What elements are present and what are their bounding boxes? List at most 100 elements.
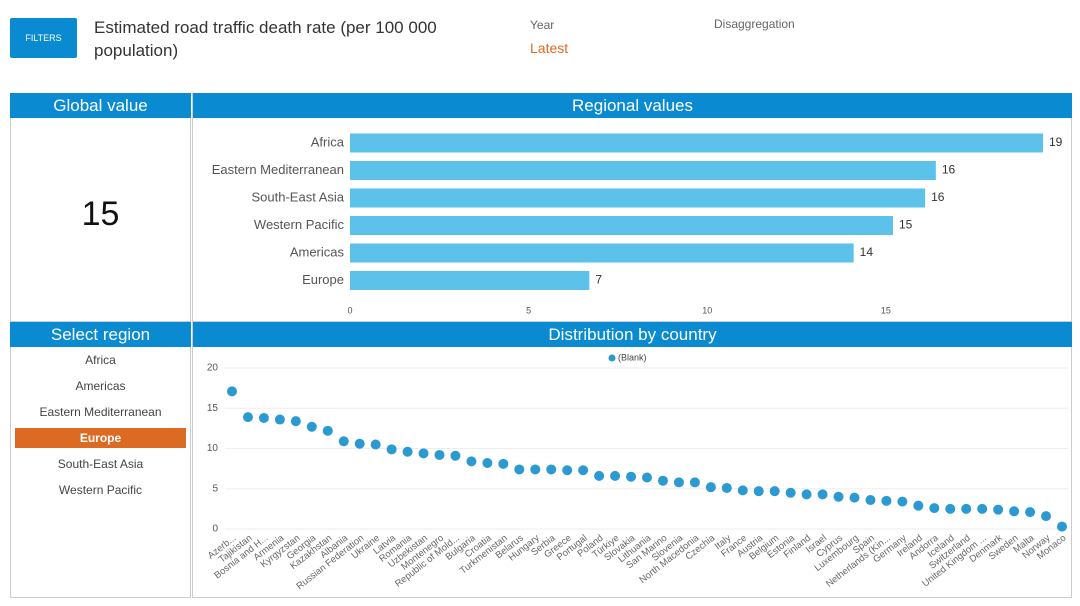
scatter-point: [769, 486, 780, 497]
scatter-point: [386, 444, 397, 455]
x-tick-label: 5: [526, 305, 531, 315]
scatter-point: [482, 458, 493, 469]
panel-header: Global value: [10, 93, 191, 118]
bar: [350, 133, 1043, 153]
data-label: 14: [860, 245, 874, 259]
x-tick-label: 0: [347, 305, 352, 315]
scatter-point: [274, 414, 285, 425]
scatter-point: [1025, 507, 1036, 518]
scatter-point: [673, 477, 684, 488]
scatter-point: [562, 465, 573, 476]
scatter-point: [322, 425, 333, 436]
panel-header: Select region: [10, 322, 191, 347]
scatter-point: [737, 485, 748, 496]
data-label: 19: [1049, 135, 1063, 149]
scatter-point: [961, 503, 972, 514]
scatter-point: [801, 489, 812, 500]
legend-marker: [608, 354, 616, 362]
bar: [350, 161, 936, 180]
y-tick-label: 15: [207, 403, 219, 414]
scatter-point: [338, 436, 349, 447]
scatter-point: [466, 456, 477, 467]
data-label: 16: [931, 190, 945, 204]
scatter-point: [897, 496, 908, 507]
scatter-point: [242, 412, 253, 423]
scatter-point: [705, 482, 716, 493]
global-value: 15: [81, 195, 120, 233]
scatter-point: [354, 438, 365, 449]
region-item[interactable]: Western Pacific: [58, 483, 143, 497]
scatter-point: [1057, 521, 1067, 532]
y-tick-label: Western Pacific: [254, 217, 345, 232]
scatter-point: [514, 464, 525, 475]
scatter-point: [402, 446, 413, 457]
scatter-point: [578, 465, 589, 476]
scatter-point: [721, 482, 732, 493]
scatter-point: [1041, 511, 1052, 522]
scatter-point: [977, 503, 988, 514]
y-tick-label: Africa: [311, 134, 345, 149]
y-tick-label: 10: [207, 443, 219, 454]
scatter-point: [1009, 506, 1020, 517]
region-item[interactable]: Americas: [75, 379, 126, 393]
scatter-point: [753, 486, 764, 497]
page-title: Estimated road traffic death rate (per 1…: [94, 18, 437, 60]
scatter-point: [610, 470, 621, 481]
data-label: 16: [942, 163, 956, 177]
year-label: Year: [530, 18, 555, 32]
scatter-point: [626, 471, 637, 482]
data-label: 7: [595, 273, 602, 287]
y-tick-label: Europe: [302, 272, 344, 287]
scatter-point: [306, 421, 317, 432]
scatter-point: [817, 489, 828, 500]
scatter-point: [290, 416, 301, 427]
bar: [350, 243, 854, 263]
bar: [350, 188, 926, 208]
scatter-point: [370, 439, 381, 450]
scatter-point: [450, 450, 461, 461]
y-tick-label: 20: [207, 363, 219, 374]
filters-button[interactable]: FILTERS: [10, 18, 77, 58]
region-item[interactable]: Africa: [85, 353, 116, 367]
data-label: 15: [899, 218, 913, 232]
scatter-point: [849, 492, 860, 503]
scatter-point: [434, 449, 445, 460]
legend-label: (Blank): [618, 352, 647, 362]
x-tick-label: 10: [702, 305, 712, 315]
scatter-point: [227, 386, 237, 397]
scatter-point: [833, 491, 844, 502]
scatter-point: [993, 504, 1004, 515]
scatter-point: [913, 500, 924, 511]
scatter-point: [530, 464, 541, 475]
scatter-point: [642, 472, 652, 483]
region-item[interactable]: Europe: [15, 428, 186, 448]
bar: [350, 216, 893, 235]
year-value[interactable]: Latest: [530, 40, 569, 56]
bar: [350, 271, 590, 290]
y-tick-label: South-East Asia: [252, 189, 345, 204]
scatter-point: [945, 503, 956, 514]
scatter-point: [546, 464, 557, 475]
y-tick-label: Americas: [290, 244, 345, 259]
region-item[interactable]: Eastern Mediterranean: [39, 405, 162, 419]
scatter-point: [785, 487, 796, 498]
scatter-point: [258, 412, 269, 423]
disaggregation-label[interactable]: Disaggregation: [714, 17, 795, 31]
y-tick-label: 5: [212, 483, 218, 494]
scatter-point: [418, 448, 429, 459]
panel-header: Regional values: [193, 93, 1072, 118]
y-tick-label: 0: [212, 524, 218, 535]
scatter-point: [929, 503, 940, 514]
scatter-point: [865, 495, 876, 506]
panel-header: Distribution by country: [193, 322, 1072, 347]
scatter-point: [689, 477, 700, 488]
scatter-point: [657, 475, 668, 486]
scatter-point: [881, 495, 892, 506]
scatter-point: [594, 470, 605, 481]
scatter-point: [498, 458, 509, 469]
y-tick-label: Eastern Mediterranean: [212, 162, 344, 177]
x-tick-label: 15: [881, 305, 891, 315]
region-item[interactable]: South-East Asia: [57, 457, 144, 471]
